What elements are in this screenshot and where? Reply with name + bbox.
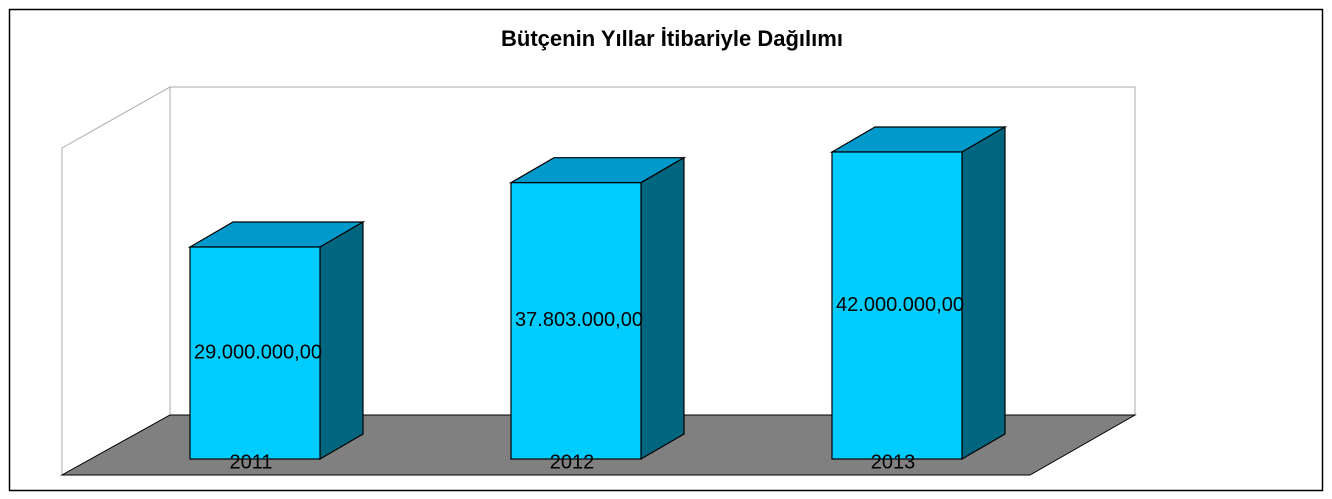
side-wall bbox=[61, 86, 171, 476]
chart-title: Bütçenin Yıllar İtibariyle Dağılımı bbox=[501, 26, 843, 51]
bar-side bbox=[640, 156, 685, 461]
value-label: 42.000.000,00 bbox=[836, 294, 964, 316]
bar bbox=[189, 246, 321, 460]
bar bbox=[510, 182, 642, 460]
bar-side bbox=[319, 220, 364, 461]
x-tick-label: 2011 bbox=[229, 451, 272, 473]
x-tick-label: 2012 bbox=[550, 451, 595, 473]
x-tick-label: 2013 bbox=[871, 451, 916, 473]
value-label: 37.803.000,00 bbox=[515, 309, 643, 331]
value-label: 29.000.000,00 bbox=[194, 341, 322, 363]
bar bbox=[831, 151, 963, 460]
bar-side bbox=[961, 125, 1006, 461]
